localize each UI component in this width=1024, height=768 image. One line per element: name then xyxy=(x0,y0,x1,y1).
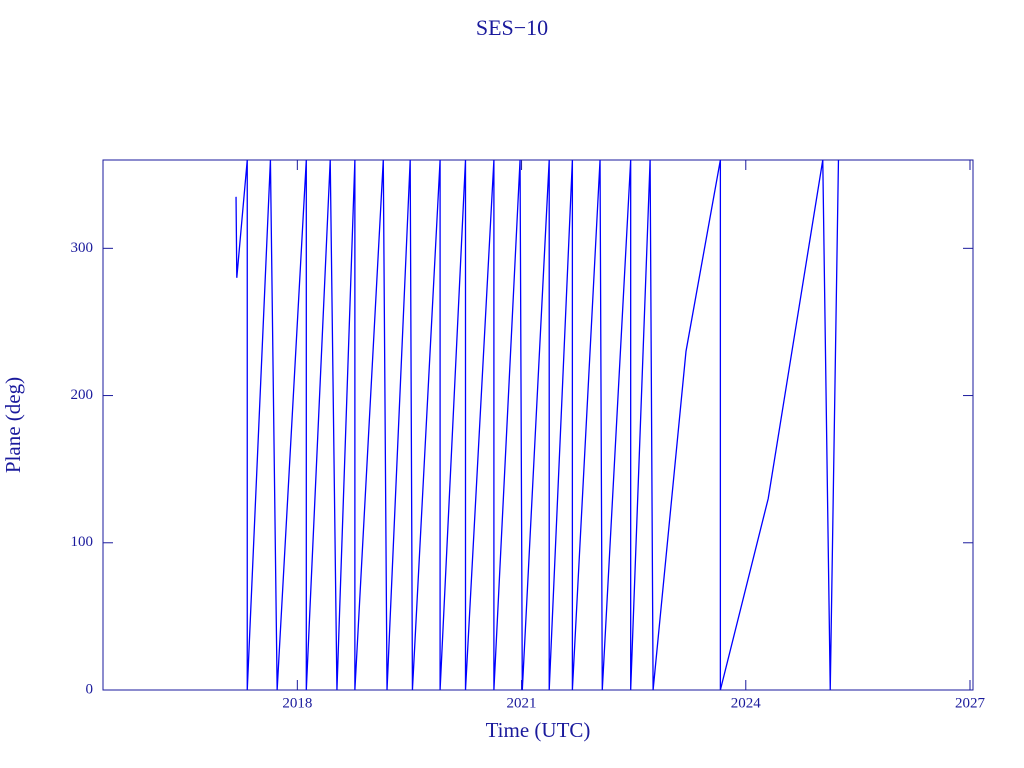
data-line xyxy=(235,159,840,691)
x-axis-label: Time (UTC) xyxy=(486,718,591,742)
y-tick-label: 200 xyxy=(71,387,94,403)
plot-frame xyxy=(102,159,974,691)
y-tick-label: 100 xyxy=(71,534,94,550)
y-tick-label: 300 xyxy=(71,240,94,256)
x-tick-label: 2024 xyxy=(731,695,762,711)
x-tick-label: 2018 xyxy=(282,695,312,711)
x-tick-label: 2021 xyxy=(507,695,537,711)
y-tick-label: 0 xyxy=(86,681,94,697)
y-axis-label: Plane (deg) xyxy=(1,377,25,473)
x-tick-label: 2027 xyxy=(955,695,986,711)
chart-title: SES−10 xyxy=(476,15,548,40)
